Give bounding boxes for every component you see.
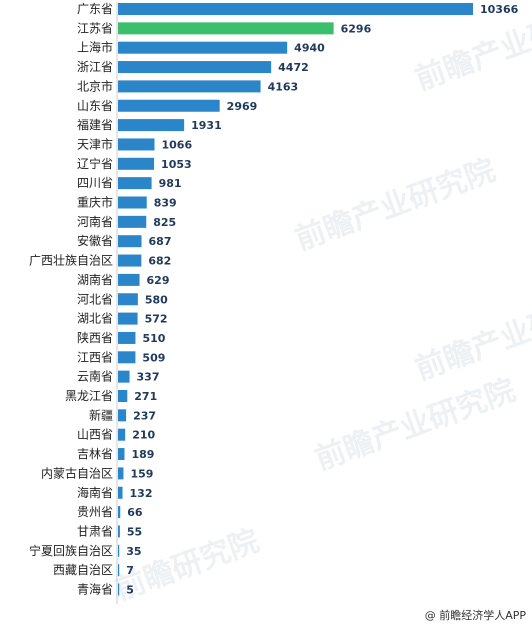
bar (118, 3, 473, 15)
category-label: 上海市 (77, 40, 113, 55)
value-label: 10366 (480, 3, 519, 16)
bar (118, 99, 220, 112)
value-label: 2969 (227, 100, 258, 113)
value-label: 55 (127, 525, 142, 538)
value-label: 839 (154, 197, 177, 210)
category-label: 贵州省 (77, 505, 113, 519)
bar (118, 467, 124, 480)
bar (118, 196, 147, 209)
bar (118, 390, 128, 402)
category-label: 北京市 (77, 78, 113, 93)
value-label: 35 (126, 545, 141, 558)
source-credit: @ 前瞻经济学人APP (424, 609, 526, 622)
value-label: 66 (127, 506, 143, 519)
value-label: 4472 (278, 61, 309, 74)
category-label: 河北省 (77, 292, 113, 306)
bar (118, 293, 138, 306)
bar (118, 525, 120, 538)
category-label: 西藏自治区 (53, 563, 113, 577)
svg-text:前瞻产业研究院: 前瞻产业研究院 (411, 283, 532, 388)
value-label: 687 (149, 235, 172, 248)
category-label: 海南省 (77, 485, 113, 500)
category-label: 江苏省 (77, 21, 113, 35)
value-label: 1066 (162, 138, 193, 151)
value-label: 682 (148, 255, 171, 268)
bar (118, 157, 155, 170)
value-label: 629 (147, 274, 170, 287)
bar (118, 331, 136, 344)
value-label: 337 (137, 371, 160, 384)
bar (118, 273, 140, 286)
bar (118, 409, 127, 422)
bar (118, 351, 136, 364)
value-label: 210 (132, 429, 155, 442)
value-label: 509 (142, 351, 165, 364)
bar (118, 254, 142, 267)
category-label: 河南省 (77, 214, 113, 229)
svg-text:前瞻产业研究院: 前瞻产业研究院 (311, 373, 520, 478)
value-label: 271 (134, 390, 157, 403)
value-label: 132 (130, 487, 153, 500)
value-label: 5 (126, 584, 134, 597)
value-label: 189 (131, 448, 154, 461)
bars-group: 广东省 10366 江苏省 6296 上海市 4940 浙江省 4472 北京市 4163 山东省 2… (29, 2, 519, 597)
bar (118, 41, 288, 54)
category-label: 青海省 (77, 582, 113, 597)
category-label: 内蒙古自治区 (41, 465, 113, 480)
category-label: 安徽省 (77, 233, 113, 248)
category-label: 山东省 (77, 99, 113, 113)
bar (118, 177, 152, 190)
bar (118, 583, 120, 596)
value-label: 6296 (341, 22, 372, 35)
bar (118, 215, 147, 228)
bar (118, 486, 123, 499)
value-label: 981 (159, 177, 182, 190)
svg-text:前瞻产业研究院: 前瞻产业研究院 (291, 153, 500, 258)
bar (118, 22, 334, 35)
bar (118, 544, 120, 557)
category-label: 天津市 (77, 136, 113, 151)
bar (118, 138, 155, 151)
category-label: 辽宁省 (77, 156, 113, 171)
category-label: 浙江省 (77, 60, 113, 74)
category-label: 陕西省 (77, 330, 113, 345)
category-label: 宁夏回族自治区 (29, 543, 113, 558)
value-label: 4163 (268, 80, 299, 93)
category-label: 吉林省 (77, 447, 113, 461)
value-label: 7 (126, 564, 134, 577)
category-label: 湖南省 (77, 272, 113, 287)
category-label: 甘肃省 (77, 524, 113, 538)
value-label: 1053 (161, 158, 192, 171)
value-label: 572 (145, 313, 168, 326)
category-label: 江西省 (77, 350, 113, 364)
bar (118, 448, 125, 461)
category-label: 广西壮族自治区 (29, 254, 113, 268)
bar (118, 61, 272, 74)
category-label: 湖北省 (77, 311, 113, 326)
category-label: 福建省 (77, 117, 113, 132)
bar (118, 506, 121, 519)
bar (118, 235, 142, 248)
value-label: 510 (142, 332, 165, 345)
bar (118, 370, 130, 383)
category-label: 重庆市 (77, 195, 113, 210)
value-label: 825 (153, 216, 176, 229)
bar (118, 564, 120, 577)
value-label: 1931 (191, 119, 222, 132)
value-label: 4940 (294, 42, 325, 55)
bar (118, 80, 261, 93)
value-label: 580 (145, 293, 168, 306)
bar (118, 428, 126, 441)
category-label: 山西省 (77, 428, 113, 442)
category-label: 黑龙江省 (65, 389, 113, 403)
bar (118, 312, 138, 325)
category-label: 新疆 (89, 407, 113, 422)
category-label: 四川省 (77, 176, 113, 190)
category-label: 广东省 (77, 2, 113, 16)
category-label: 云南省 (77, 369, 113, 384)
bar (118, 119, 185, 132)
value-label: 237 (133, 409, 156, 422)
value-label: 159 (130, 467, 153, 480)
